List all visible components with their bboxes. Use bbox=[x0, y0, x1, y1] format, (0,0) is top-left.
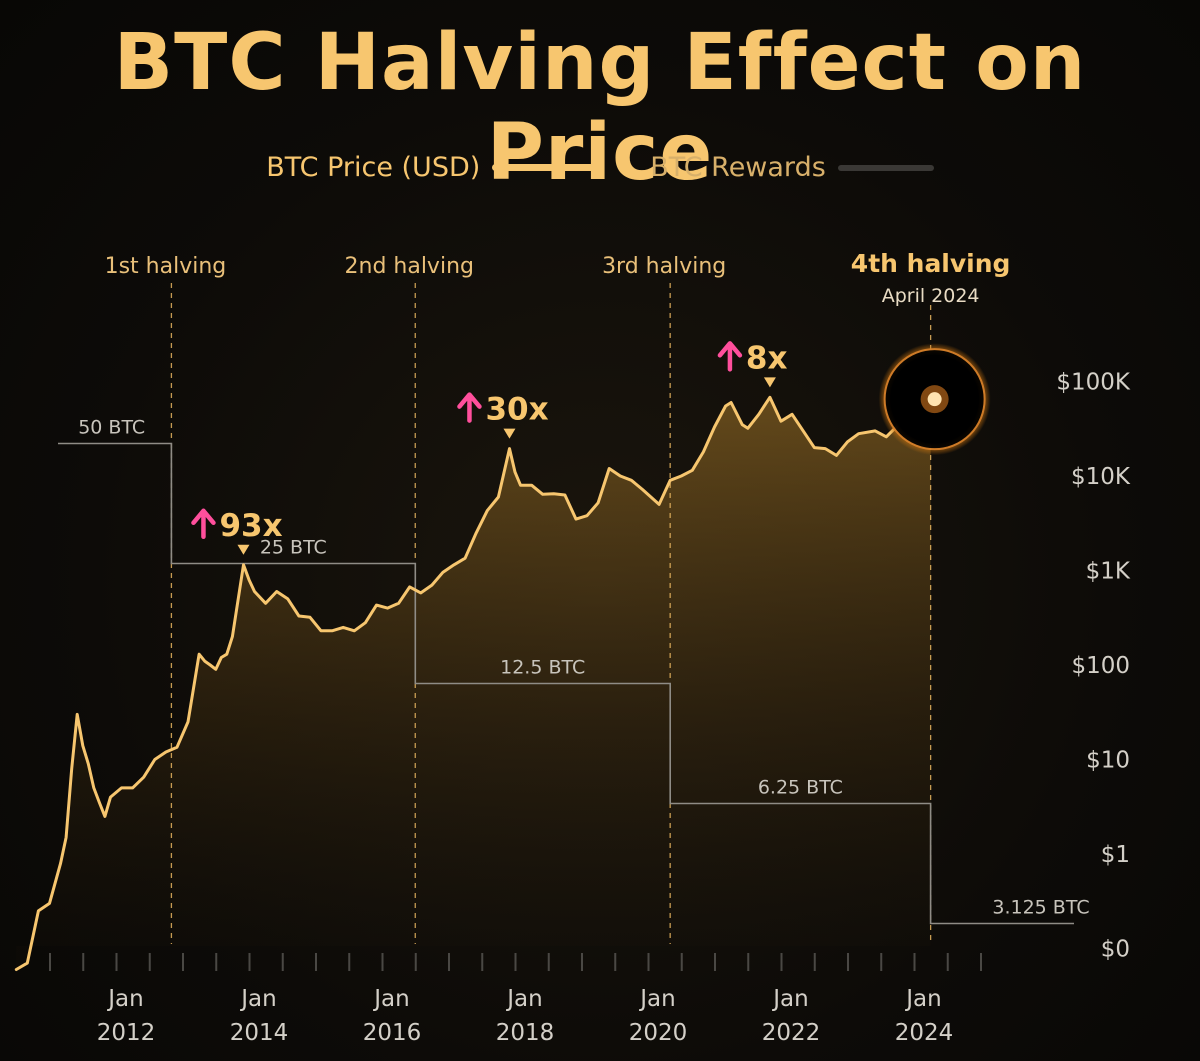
y-tick-label: $0 bbox=[1101, 937, 1130, 963]
x-tick-label: 2014 bbox=[230, 1020, 289, 1046]
x-tick-label: Jan bbox=[239, 986, 276, 1012]
peak-multiplier: 93x bbox=[219, 508, 282, 544]
x-tick-label: Jan bbox=[638, 986, 675, 1012]
x-tick-label: Jan bbox=[505, 986, 542, 1012]
price-line bbox=[14, 394, 933, 971]
reward-label: 12.5 BTC bbox=[500, 657, 585, 679]
legend-item-rewards: BTC Rewards bbox=[650, 152, 934, 183]
legend-price-swatch bbox=[492, 164, 603, 171]
reward-label: 50 BTC bbox=[78, 417, 145, 439]
halving-sublabel: April 2024 bbox=[882, 285, 980, 307]
peak-marker bbox=[237, 544, 250, 555]
x-tick-label: Jan bbox=[372, 986, 409, 1012]
legend-rewards-swatch bbox=[837, 164, 934, 171]
x-tick-label: 2022 bbox=[762, 1020, 821, 1046]
up-arrow-icon bbox=[457, 392, 482, 423]
y-tick-label: $1 bbox=[1101, 842, 1130, 868]
rewards-line bbox=[58, 442, 1074, 925]
reward-label: 6.25 BTC bbox=[758, 777, 843, 799]
reward-label: 25 BTC bbox=[260, 537, 327, 559]
halving-label: 4th halving bbox=[851, 249, 1011, 278]
legend-rewards-label: BTC Rewards bbox=[650, 152, 826, 183]
legend: BTC Price (USD) BTC Rewards bbox=[0, 152, 1200, 183]
reward-label: 3.125 BTC bbox=[992, 897, 1089, 919]
peak-marker bbox=[763, 377, 776, 388]
x-tick-label: Jan bbox=[106, 986, 143, 1012]
legend-price-label: BTC Price (USD) bbox=[266, 152, 481, 183]
x-tick-label: 2018 bbox=[496, 1020, 555, 1046]
halving-label: 3rd halving bbox=[602, 254, 726, 279]
halving-label: 1st halving bbox=[105, 254, 227, 279]
x-tick-label: 2024 bbox=[895, 1020, 954, 1046]
peak-multiplier: 8x bbox=[746, 340, 788, 376]
y-tick-label: $10 bbox=[1086, 748, 1130, 774]
peak-marker bbox=[503, 428, 516, 439]
x-tick-label: 2020 bbox=[629, 1020, 688, 1046]
up-arrow-icon bbox=[717, 341, 743, 372]
current-price-dot bbox=[927, 392, 942, 407]
x-tick-label: Jan bbox=[904, 986, 941, 1012]
peak-multiplier: 30x bbox=[485, 392, 548, 428]
x-tick-label: 2012 bbox=[97, 1020, 156, 1046]
chart-title: BTC Halving Effect on Price bbox=[113, 18, 1087, 198]
halving-label: 2nd halving bbox=[345, 254, 474, 279]
x-tick-label: Jan bbox=[771, 986, 808, 1012]
y-tick-label: $100 bbox=[1071, 653, 1130, 679]
y-tick-label: $100K bbox=[1056, 370, 1131, 396]
legend-item-price: BTC Price (USD) bbox=[266, 152, 603, 183]
y-tick-label: $1K bbox=[1086, 559, 1131, 585]
y-tick-label: $10K bbox=[1071, 464, 1131, 490]
x-tick-label: 2016 bbox=[363, 1020, 422, 1046]
up-arrow-icon bbox=[191, 508, 216, 540]
